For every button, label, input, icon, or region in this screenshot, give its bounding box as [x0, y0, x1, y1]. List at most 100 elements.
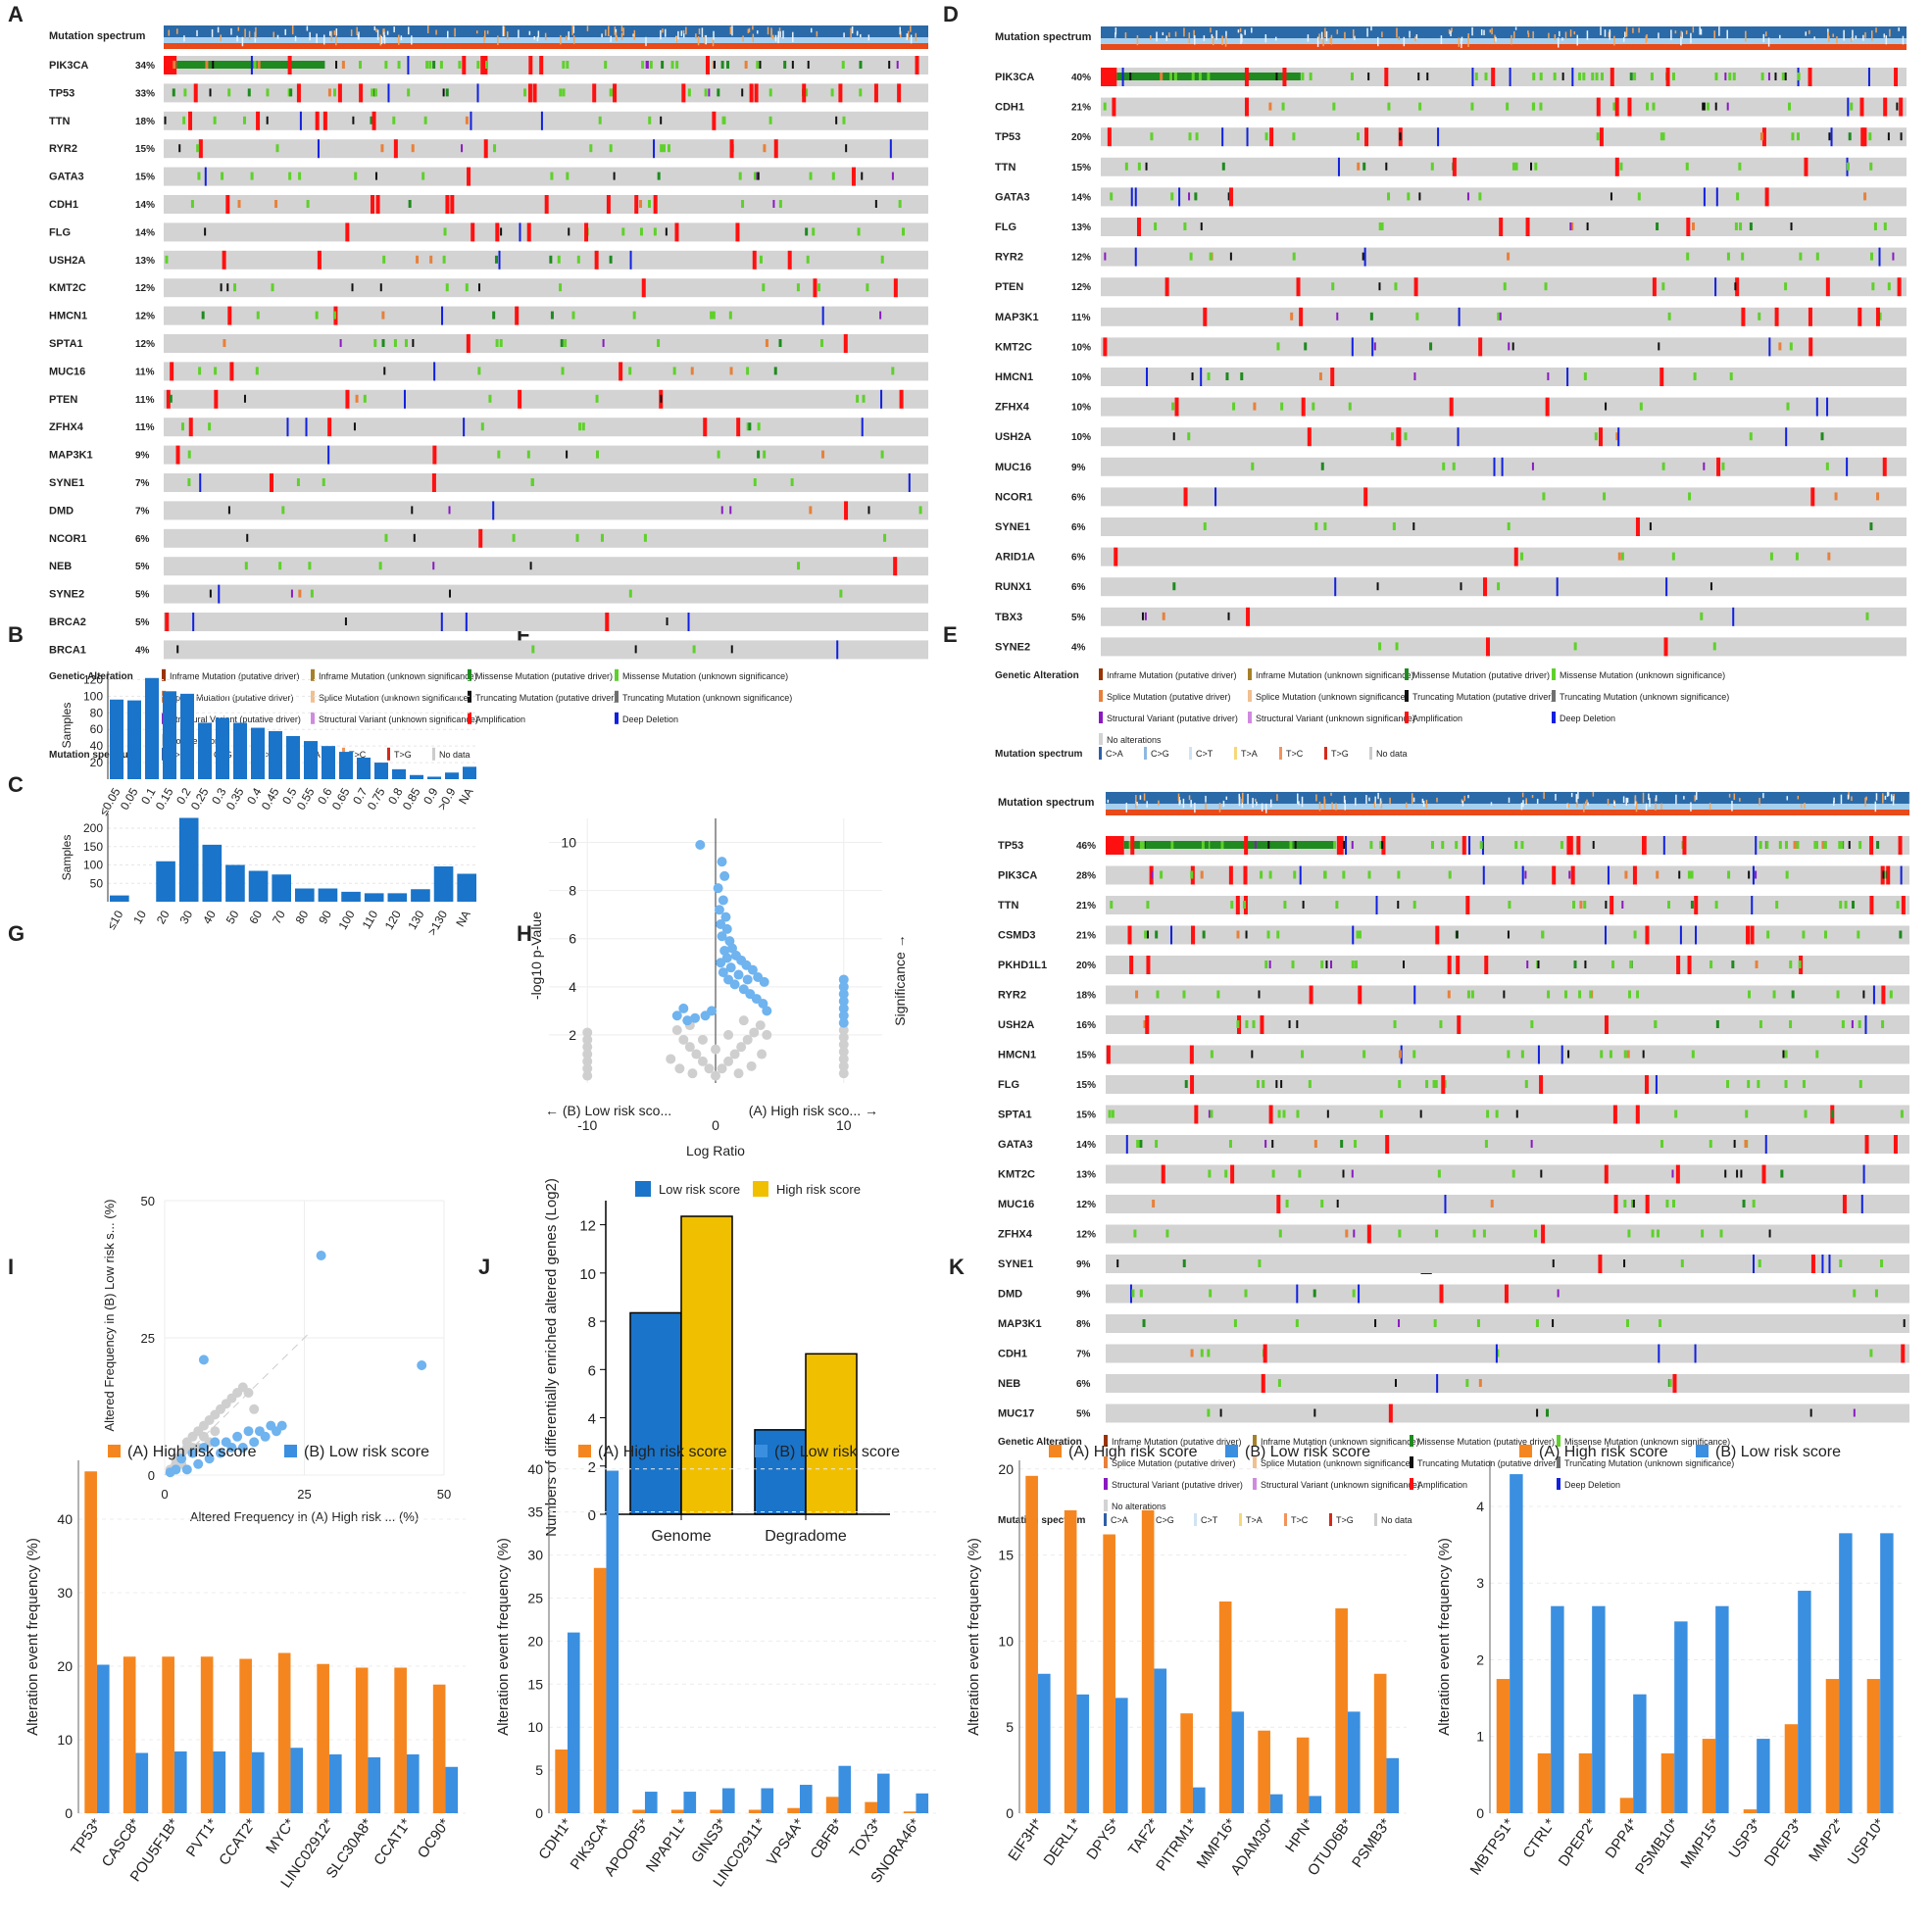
spectrum-tick [1836, 36, 1838, 44]
spectrum-tick [1645, 803, 1648, 812]
alteration-mark [768, 116, 772, 124]
alteration-mark [1252, 1020, 1256, 1028]
alteration-mark [1392, 522, 1396, 530]
y-tick-label: 15 [527, 1676, 543, 1692]
spectrum-tick [1240, 33, 1242, 44]
alteration-mark [512, 533, 516, 542]
gene-label: NEB [49, 561, 72, 572]
alteration-mark [1278, 1229, 1282, 1238]
alteration-mark [1337, 157, 1340, 176]
alteration-mark [1610, 68, 1614, 86]
alteration-mark [1415, 312, 1419, 320]
spectrum-tick [1832, 33, 1834, 37]
x-tick-label: CCAT1* [371, 1815, 415, 1868]
alteration-mark [859, 88, 863, 97]
spectrum-tick [1380, 801, 1383, 809]
alteration-mark [1398, 1050, 1402, 1059]
spectrum-tick [1373, 801, 1376, 809]
spectrum-tick [1625, 26, 1628, 37]
y-tick-label: 30 [57, 1585, 73, 1601]
alteration-mark [1183, 222, 1187, 230]
spectrum-tick [1125, 802, 1128, 813]
alteration-mark [1425, 1080, 1429, 1088]
oncoprint-row: GATA3 15% [49, 167, 928, 186]
alteration-mark [1880, 1259, 1884, 1267]
alteration-mark [1736, 192, 1740, 201]
alteration-mark [493, 144, 497, 153]
spectrum-tick [1316, 36, 1319, 47]
track-bg [1106, 1015, 1909, 1034]
alteration-mark [1254, 841, 1257, 849]
alteration-mark [1883, 97, 1888, 117]
spectrum-tick [309, 31, 311, 41]
spectrum-tick [1609, 29, 1611, 40]
alteration-mark [1471, 68, 1474, 86]
bar [632, 1809, 645, 1813]
y-axis-title: Alteration event frequency (%) [25, 1538, 41, 1736]
alteration-mark [1232, 402, 1236, 411]
legend-label: Low risk score [659, 1182, 740, 1197]
alteration-mark [1584, 961, 1587, 968]
alteration-mark [1650, 73, 1654, 80]
alteration-mark [278, 562, 282, 570]
spectrum-band-top [1106, 792, 1909, 804]
spectrum-tick [1422, 801, 1425, 808]
gene-label: TTN [995, 162, 1016, 173]
alteration-mark [375, 195, 380, 214]
alteration-mark [1873, 222, 1877, 230]
alteration-mark [387, 83, 390, 103]
legend-swatch [615, 668, 619, 681]
spectrum-band-mid [1101, 38, 1907, 44]
bar [433, 866, 454, 902]
ns-point [723, 1056, 734, 1066]
spectrum-tick [1638, 27, 1640, 33]
alteration-mark [1164, 277, 1169, 297]
alteration-mark [544, 195, 549, 214]
x-tick-label: VPS4A* [764, 1815, 808, 1868]
spectrum-tick [1458, 37, 1461, 47]
alteration-mark [1207, 73, 1211, 80]
track-bg [164, 389, 928, 409]
x-tick-label: 100 [336, 908, 358, 932]
alteration-mark [166, 389, 171, 409]
gene-label: NEB [998, 1378, 1020, 1390]
alteration-mark [1732, 73, 1736, 80]
legend-swatch [1225, 1445, 1238, 1457]
alteration-mark [1282, 1109, 1286, 1118]
alteration-mark [339, 339, 342, 347]
alteration-mark [1398, 1319, 1401, 1327]
alteration-mark [416, 255, 420, 264]
alteration-mark [1595, 73, 1599, 80]
spectrum-tick [1632, 27, 1634, 33]
alteration-mark [1714, 102, 1717, 111]
alteration-mark [1896, 901, 1900, 909]
alteration-mark [298, 172, 302, 180]
alteration-mark [1379, 1109, 1383, 1118]
oncoprint-row: PKHD1L1 20% [998, 956, 1909, 974]
x-tick-label: TOX3* [846, 1815, 885, 1861]
gene-pct: 7% [135, 478, 150, 489]
alteration-mark [1901, 1344, 1906, 1363]
alteration-mark [1320, 462, 1324, 470]
alteration-mark [757, 422, 761, 431]
alteration-mark [413, 533, 416, 542]
alteration-mark [255, 367, 259, 375]
alteration-mark [730, 645, 733, 654]
alteration-mark [1230, 1164, 1235, 1184]
alteration-mark [1160, 73, 1164, 80]
spectrum-tick [1607, 798, 1610, 806]
alteration-mark [1299, 307, 1304, 326]
spectrum-tick [426, 25, 429, 33]
oncoprint-row: SYNE2 4% [995, 637, 1907, 657]
alteration-mark [374, 172, 377, 180]
spectrum-tick [856, 30, 859, 34]
alteration-mark [1850, 102, 1854, 111]
x-tick-label: EIF3H* [1005, 1815, 1046, 1863]
alteration-mark [1604, 1164, 1609, 1184]
spectrum-tick [1203, 35, 1206, 41]
spectrum-tick [1843, 29, 1845, 41]
alteration-mark [1435, 925, 1440, 945]
alteration-mark [1678, 870, 1681, 879]
alteration-mark [1404, 432, 1408, 441]
alteration-mark [687, 88, 691, 97]
